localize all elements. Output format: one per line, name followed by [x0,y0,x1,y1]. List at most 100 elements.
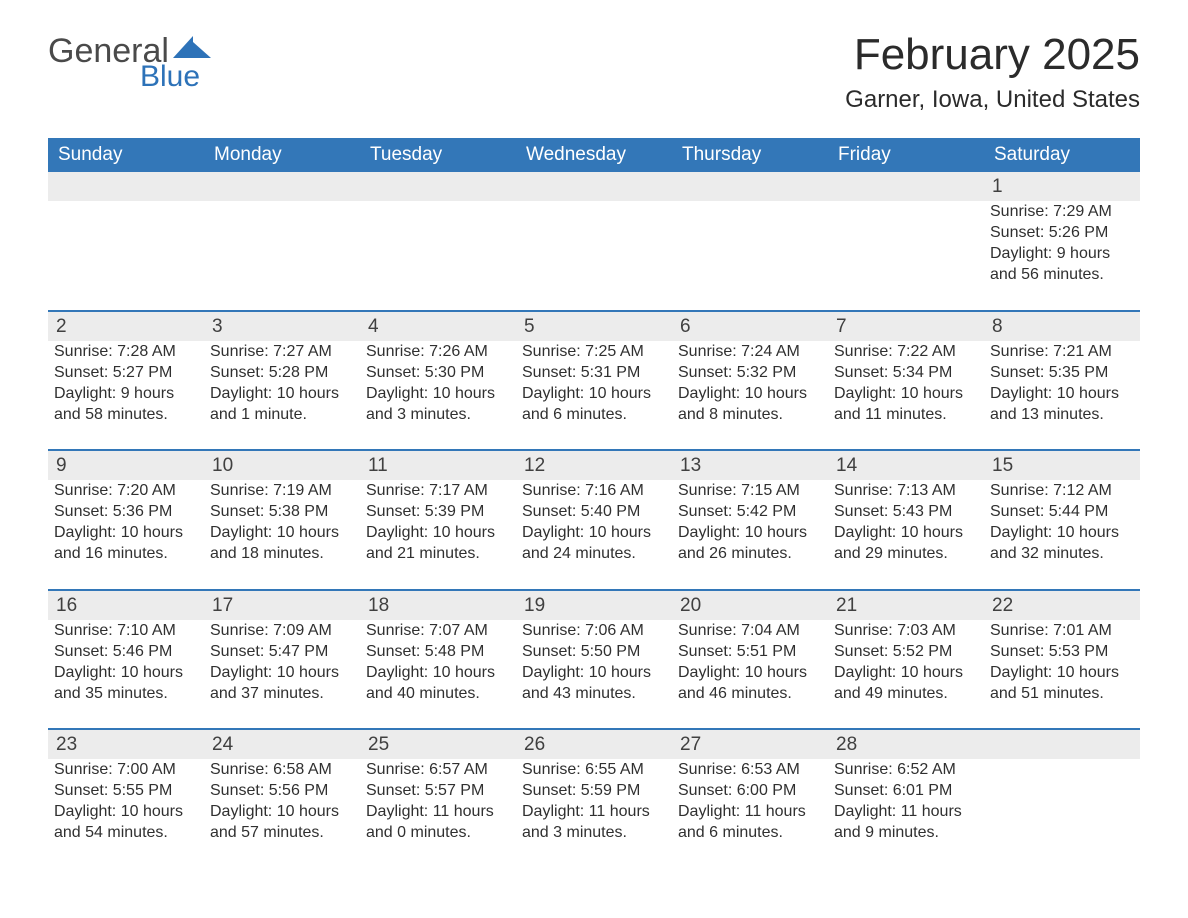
day-number-cell [204,172,360,201]
day-detail-cell: Sunrise: 7:26 AMSunset: 5:30 PMDaylight:… [360,341,516,450]
sunset-text: Sunset: 5:26 PM [990,222,1134,243]
daylight-text: Daylight: 10 hours [678,662,822,683]
daylight-text: Daylight: 10 hours [522,662,666,683]
day-detail-row: Sunrise: 7:20 AMSunset: 5:36 PMDaylight:… [48,480,1140,589]
day-number-row: 2345678 [48,311,1140,341]
sunset-text: Sunset: 5:44 PM [990,501,1134,522]
day-number-cell: 15 [984,450,1140,480]
sunset-text: Sunset: 5:40 PM [522,501,666,522]
daylight-text: and 0 minutes. [366,822,510,843]
sunrise-text: Sunrise: 6:57 AM [366,759,510,780]
day-number-cell [360,172,516,201]
day-number-cell [828,172,984,201]
weekday-header: Tuesday [360,138,516,172]
daylight-text: Daylight: 9 hours [990,243,1134,264]
day-detail-cell [984,759,1140,867]
day-number-cell: 21 [828,590,984,620]
daylight-text: Daylight: 10 hours [990,522,1134,543]
sunset-text: Sunset: 5:52 PM [834,641,978,662]
day-number-row: 16171819202122 [48,590,1140,620]
day-detail-cell [360,201,516,310]
day-detail-cell: Sunrise: 7:21 AMSunset: 5:35 PMDaylight:… [984,341,1140,450]
day-number-cell: 5 [516,311,672,341]
day-number-cell: 23 [48,729,204,759]
sunset-text: Sunset: 5:31 PM [522,362,666,383]
day-detail-cell: Sunrise: 7:19 AMSunset: 5:38 PMDaylight:… [204,480,360,589]
daylight-text: and 32 minutes. [990,543,1134,564]
day-number-cell [48,172,204,201]
sunrise-text: Sunrise: 7:28 AM [54,341,198,362]
weekday-header: Thursday [672,138,828,172]
sunset-text: Sunset: 5:35 PM [990,362,1134,383]
sunset-text: Sunset: 5:43 PM [834,501,978,522]
brand-word-2: Blue [140,62,200,92]
sunrise-text: Sunrise: 7:10 AM [54,620,198,641]
day-detail-cell [48,201,204,310]
daylight-text: and 11 minutes. [834,404,978,425]
weekday-header: Wednesday [516,138,672,172]
day-number-row: 1 [48,172,1140,201]
day-detail-cell: Sunrise: 7:29 AMSunset: 5:26 PMDaylight:… [984,201,1140,310]
day-detail-cell: Sunrise: 7:13 AMSunset: 5:43 PMDaylight:… [828,480,984,589]
day-detail-row: Sunrise: 7:10 AMSunset: 5:46 PMDaylight:… [48,620,1140,729]
daylight-text: Daylight: 11 hours [834,801,978,822]
day-number-cell [516,172,672,201]
sunrise-text: Sunrise: 7:27 AM [210,341,354,362]
day-detail-cell: Sunrise: 7:25 AMSunset: 5:31 PMDaylight:… [516,341,672,450]
day-detail-cell: Sunrise: 6:52 AMSunset: 6:01 PMDaylight:… [828,759,984,867]
daylight-text: and 16 minutes. [54,543,198,564]
sunrise-text: Sunrise: 7:13 AM [834,480,978,501]
day-number-cell: 10 [204,450,360,480]
daylight-text: and 26 minutes. [678,543,822,564]
day-number-cell: 19 [516,590,672,620]
sunset-text: Sunset: 5:55 PM [54,780,198,801]
day-detail-cell: Sunrise: 7:24 AMSunset: 5:32 PMDaylight:… [672,341,828,450]
daylight-text: and 13 minutes. [990,404,1134,425]
sunset-text: Sunset: 5:59 PM [522,780,666,801]
sunset-text: Sunset: 5:48 PM [366,641,510,662]
daylight-text: and 46 minutes. [678,683,822,704]
sunset-text: Sunset: 5:27 PM [54,362,198,383]
sunrise-text: Sunrise: 7:19 AM [210,480,354,501]
daylight-text: Daylight: 10 hours [210,522,354,543]
day-detail-cell: Sunrise: 7:10 AMSunset: 5:46 PMDaylight:… [48,620,204,729]
daylight-text: and 9 minutes. [834,822,978,843]
day-number-cell: 25 [360,729,516,759]
sunrise-text: Sunrise: 7:12 AM [990,480,1134,501]
daylight-text: and 56 minutes. [990,264,1134,285]
day-number-cell: 28 [828,729,984,759]
day-number-cell: 11 [360,450,516,480]
calendar-table: Sunday Monday Tuesday Wednesday Thursday… [48,138,1140,868]
daylight-text: and 37 minutes. [210,683,354,704]
daylight-text: and 18 minutes. [210,543,354,564]
day-number-cell: 7 [828,311,984,341]
day-number-cell [672,172,828,201]
sunset-text: Sunset: 5:42 PM [678,501,822,522]
daylight-text: and 54 minutes. [54,822,198,843]
daylight-text: and 49 minutes. [834,683,978,704]
sunrise-text: Sunrise: 7:20 AM [54,480,198,501]
day-number-cell: 12 [516,450,672,480]
daylight-text: and 35 minutes. [54,683,198,704]
sunrise-text: Sunrise: 7:01 AM [990,620,1134,641]
sunset-text: Sunset: 5:51 PM [678,641,822,662]
daylight-text: Daylight: 10 hours [366,383,510,404]
daylight-text: Daylight: 10 hours [522,522,666,543]
sunset-text: Sunset: 5:28 PM [210,362,354,383]
daylight-text: Daylight: 10 hours [54,662,198,683]
day-detail-row: Sunrise: 7:00 AMSunset: 5:55 PM Daylight:… [48,759,1140,867]
day-detail-cell: Sunrise: 6:53 AMSunset: 6:00 PMDaylight:… [672,759,828,867]
daylight-text: Daylight: 10 hours [678,383,822,404]
sunrise-text: Sunrise: 7:00 AM [54,759,198,780]
sunset-text: Sunset: 5:38 PM [210,501,354,522]
daylight-text: Daylight: 10 hours [210,801,354,822]
day-number-cell: 22 [984,590,1140,620]
sunrise-text: Sunrise: 7:04 AM [678,620,822,641]
sunset-text: Sunset: 5:53 PM [990,641,1134,662]
weekday-header: Saturday [984,138,1140,172]
sunrise-text: Sunrise: 7:03 AM [834,620,978,641]
sunset-text: Sunset: 5:32 PM [678,362,822,383]
sunset-text: Sunset: 5:34 PM [834,362,978,383]
weekday-header: Sunday [48,138,204,172]
day-detail-cell: Sunrise: 7:07 AMSunset: 5:48 PMDaylight:… [360,620,516,729]
